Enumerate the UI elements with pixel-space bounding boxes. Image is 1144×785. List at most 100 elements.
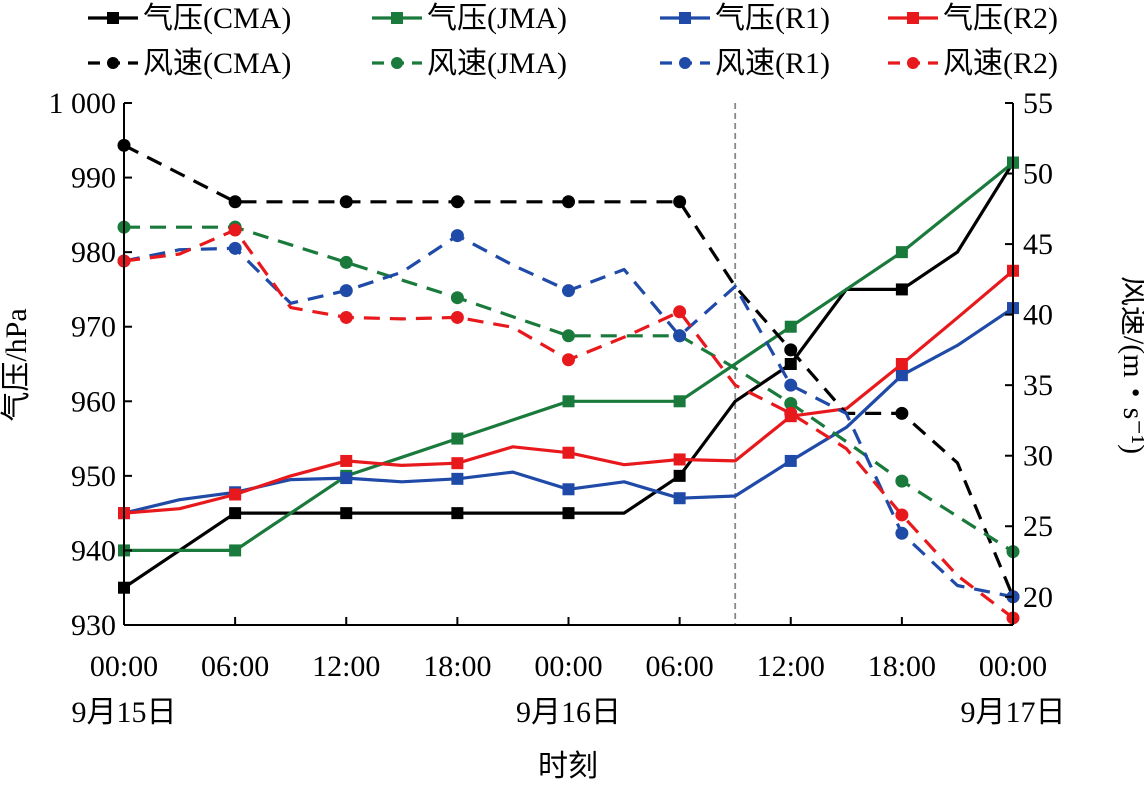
- y-right-tick-label: 20: [1023, 581, 1053, 614]
- data-point-circle: [784, 406, 798, 420]
- data-point-square: [673, 395, 686, 408]
- x-tick-label: 12:00: [757, 650, 825, 683]
- data-point-circle: [339, 255, 353, 269]
- data-point-circle: [673, 329, 687, 343]
- data-point-square: [451, 472, 464, 485]
- data-point-square: [229, 544, 242, 557]
- y-left-tick-label: 1 000: [49, 87, 117, 120]
- plot-area: [117, 138, 1020, 625]
- y-right-tick-label: 40: [1023, 299, 1053, 332]
- legend-swatch-marker: [679, 12, 691, 24]
- data-point-square: [562, 483, 575, 496]
- y-left-tick-label: 980: [71, 236, 116, 269]
- data-point-circle: [673, 305, 687, 319]
- x-tick-date-label: 9月16日: [516, 696, 621, 729]
- data-point-square: [784, 454, 797, 467]
- data-point-circle: [895, 526, 909, 540]
- data-point-circle: [562, 284, 575, 298]
- legend-swatch-marker: [391, 57, 403, 69]
- data-point-square: [895, 246, 908, 259]
- legend-swatch-marker: [679, 57, 691, 69]
- axes: 930 940 950 960 970 980 990 1 000 20 25 30 35 40 45 50…: [49, 87, 1066, 729]
- x-tick-date-label: 9月17日: [961, 696, 1066, 729]
- y-axis-right-title: 风速/(m・s⁻¹): [1117, 276, 1144, 454]
- data-point-circle: [895, 406, 909, 420]
- data-point-square: [784, 358, 797, 370]
- series-line-3: [123, 269, 1015, 515]
- data-point-circle: [450, 291, 464, 305]
- data-point-square: [562, 446, 575, 459]
- data-point-square: [340, 507, 353, 520]
- legend-label: 风速(JMA): [427, 47, 567, 80]
- data-point-circle: [673, 195, 687, 209]
- y-left-tick-label: 950: [71, 460, 116, 493]
- legend-swatch-marker: [107, 12, 119, 24]
- y-left-tick-label: 970: [71, 311, 116, 344]
- y-right-tick-label: 30: [1023, 440, 1053, 473]
- data-point-square: [895, 358, 908, 370]
- y-right-tick-label: 45: [1023, 228, 1053, 261]
- legend-swatch-marker: [391, 12, 403, 24]
- x-tick-label: 06:00: [201, 650, 269, 683]
- legend-label: 风速(R2): [943, 47, 1058, 80]
- x-tick-label: 18:00: [423, 650, 491, 683]
- x-axis-title: 时刻: [538, 750, 598, 783]
- y-right-tick-label: 25: [1023, 510, 1053, 543]
- data-point-square: [451, 507, 464, 520]
- y-right-tick-label: 35: [1023, 369, 1053, 402]
- legend-label: 风速(R1): [715, 47, 830, 80]
- data-point-square: [562, 507, 575, 520]
- data-point-circle: [784, 378, 798, 392]
- data-point-square: [229, 507, 242, 520]
- x-tick-label: 00:00: [979, 650, 1047, 683]
- data-point-circle: [450, 310, 464, 324]
- data-point-square: [340, 454, 353, 467]
- x-tick-label: 00:00: [90, 650, 158, 683]
- legend-label: 气压(CMA): [143, 2, 291, 35]
- y-axis-left-title: 气压/hPa: [0, 308, 33, 421]
- data-point-square: [673, 492, 686, 505]
- data-point-circle: [450, 195, 464, 209]
- data-point-circle: [784, 343, 798, 357]
- data-point-circle: [450, 229, 464, 243]
- series-line-5: [124, 225, 1014, 553]
- data-point-square: [895, 283, 908, 296]
- data-point-square: [895, 369, 908, 382]
- data-point-circle: [562, 195, 575, 209]
- y-left-tick-label: 990: [71, 162, 116, 195]
- y-right-tick-label: 50: [1023, 158, 1053, 191]
- data-point-square: [673, 469, 686, 482]
- data-point-circle: [228, 223, 242, 237]
- y-left-tick-label: 960: [71, 385, 116, 418]
- data-point-square: [673, 453, 686, 466]
- legend-label: 风速(CMA): [143, 47, 291, 80]
- data-point-circle: [339, 310, 353, 324]
- data-point-circle: [784, 397, 798, 411]
- data-point-square: [229, 488, 242, 501]
- legend-swatch-marker: [907, 57, 919, 69]
- y-left-tick-label: 930: [71, 609, 116, 642]
- data-point-circle: [562, 353, 575, 367]
- series-line-0: [123, 161, 1015, 590]
- x-tick-date-label: 9月15日: [72, 696, 177, 729]
- data-point-circle: [228, 241, 242, 255]
- data-point-circle: [339, 195, 353, 209]
- legend-label: 气压(JMA): [427, 2, 567, 35]
- legend: 气压(CMA) 气压(JMA) 气压(R1) 气压(R2) 风速(CMA) 风速(JMA)…: [88, 2, 1058, 80]
- data-point-square: [340, 472, 353, 485]
- data-point-circle: [895, 474, 909, 488]
- data-point-square: [451, 432, 464, 445]
- data-point-circle: [562, 329, 575, 343]
- data-point-circle: [895, 508, 909, 522]
- data-point-square: [562, 395, 575, 408]
- y-right-tick-label: 55: [1023, 87, 1053, 120]
- legend-label: 气压(R2): [943, 2, 1058, 35]
- x-tick-label: 06:00: [645, 650, 713, 683]
- y-left-tick-label: 940: [71, 534, 116, 567]
- data-point-square: [784, 320, 797, 333]
- data-point-circle: [339, 284, 353, 298]
- x-tick-label: 00:00: [534, 650, 602, 683]
- x-tick-label: 12:00: [312, 650, 380, 683]
- legend-label: 气压(R1): [715, 2, 830, 35]
- data-point-square: [451, 457, 464, 470]
